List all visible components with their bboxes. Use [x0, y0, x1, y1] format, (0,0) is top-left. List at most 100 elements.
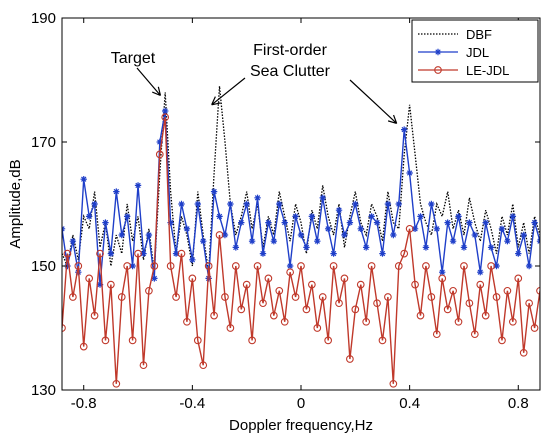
- data-point-star: [254, 194, 261, 201]
- data-point-star: [401, 126, 408, 133]
- legend-swatch-marker: [434, 66, 442, 74]
- data-point-circle: [210, 311, 218, 320]
- data-point-star: [384, 200, 392, 208]
- data-point-circle: [324, 336, 333, 345]
- y-tick-label: 130: [31, 382, 56, 399]
- data-point-circle: [237, 305, 246, 314]
- data-point-star: [286, 262, 294, 270]
- data-point-circle: [400, 249, 409, 258]
- data-point-star: [270, 238, 278, 245]
- data-point-circle: [275, 286, 284, 295]
- data-point-star: [134, 182, 142, 189]
- data-point-circle: [134, 249, 142, 258]
- data-point-circle: [313, 324, 322, 332]
- data-point-circle: [438, 274, 447, 283]
- data-point-star: [324, 225, 332, 232]
- x-tick-label: -0.8: [71, 395, 97, 412]
- data-point-star: [156, 138, 163, 146]
- data-point-star: [373, 219, 381, 226]
- data-point-circle: [85, 274, 94, 283]
- x-tick-label: 0.8: [508, 395, 529, 412]
- data-point-circle: [389, 379, 398, 388]
- data-point-star: [238, 219, 245, 226]
- data-point-star: [189, 256, 196, 263]
- data-point-circle: [215, 231, 224, 239]
- data-point-circle: [378, 336, 387, 345]
- data-point-circle: [318, 293, 327, 301]
- data-point-star: [64, 262, 71, 270]
- data-point-circle: [248, 336, 256, 345]
- data-point-star: [346, 219, 354, 226]
- data-point-star: [162, 107, 169, 115]
- y-tick-label: 150: [31, 258, 56, 275]
- legend-item-jdl: JDL: [418, 45, 489, 60]
- data-point-star: [341, 231, 348, 239]
- data-point-circle: [183, 317, 191, 326]
- data-point-circle: [221, 293, 229, 301]
- series-layer: [62, 86, 540, 388]
- data-point-circle: [487, 262, 495, 270]
- data-point-star: [172, 250, 180, 257]
- data-point-circle: [508, 317, 517, 326]
- data-point-circle: [161, 113, 170, 122]
- data-point-star: [227, 200, 234, 208]
- data-point-star: [314, 238, 321, 245]
- data-point-star: [422, 244, 430, 251]
- data-point-circle: [427, 293, 436, 301]
- legend-label: JDL: [466, 45, 489, 60]
- data-point-star: [303, 244, 310, 251]
- data-point-circle: [79, 342, 88, 351]
- data-point-circle: [308, 280, 316, 289]
- data-point-circle: [172, 293, 180, 301]
- data-point-circle: [231, 262, 240, 270]
- data-point-circle: [476, 280, 485, 289]
- data-point-star: [352, 200, 359, 208]
- data-point-circle: [101, 336, 110, 345]
- data-point-star: [395, 200, 402, 208]
- legend-label: DBF: [466, 27, 492, 42]
- data-point-star: [487, 244, 495, 251]
- data-point-circle: [432, 330, 441, 339]
- data-point-star: [330, 250, 337, 257]
- data-point-circle: [514, 274, 523, 283]
- data-point-circle: [416, 311, 425, 320]
- data-point-circle: [405, 224, 414, 233]
- data-point-circle: [384, 293, 392, 301]
- data-point-circle: [373, 299, 381, 308]
- data-point-star: [178, 200, 185, 208]
- data-point-circle: [226, 324, 235, 332]
- data-point-circle: [525, 299, 533, 308]
- data-point-circle: [63, 249, 72, 258]
- data-point-star: [504, 238, 511, 245]
- annotation-layer: Target First-order Sea Clutter: [111, 42, 398, 124]
- data-point-star: [417, 213, 424, 220]
- data-point-circle: [411, 280, 419, 289]
- data-point-star: [439, 269, 446, 276]
- x-tick-label: 0.4: [399, 395, 420, 412]
- legend: DBF JDL LE-JDL: [411, 19, 539, 83]
- series-line: [62, 86, 540, 273]
- data-point-circle: [454, 317, 463, 326]
- data-point-circle: [302, 305, 311, 314]
- series-line: [62, 110, 540, 285]
- data-point-star: [428, 200, 435, 208]
- data-point-star: [308, 213, 316, 220]
- data-point-star: [123, 213, 131, 220]
- data-point-star: [471, 231, 479, 239]
- series-le-jdl: [62, 113, 540, 388]
- data-point-circle: [204, 262, 213, 270]
- data-point-circle: [536, 286, 540, 295]
- data-point-star: [145, 231, 153, 239]
- data-point-circle: [264, 274, 273, 283]
- data-point-star: [455, 213, 462, 220]
- annotation-target: Target: [111, 50, 156, 67]
- legend-item-dbf: DBF: [418, 27, 492, 42]
- data-point-star: [297, 231, 305, 239]
- data-point-circle: [112, 379, 121, 388]
- data-point-circle: [199, 361, 208, 370]
- data-point-circle: [329, 262, 338, 270]
- data-point-circle: [492, 293, 501, 301]
- data-point-star: [69, 238, 77, 245]
- data-point-circle: [443, 305, 452, 314]
